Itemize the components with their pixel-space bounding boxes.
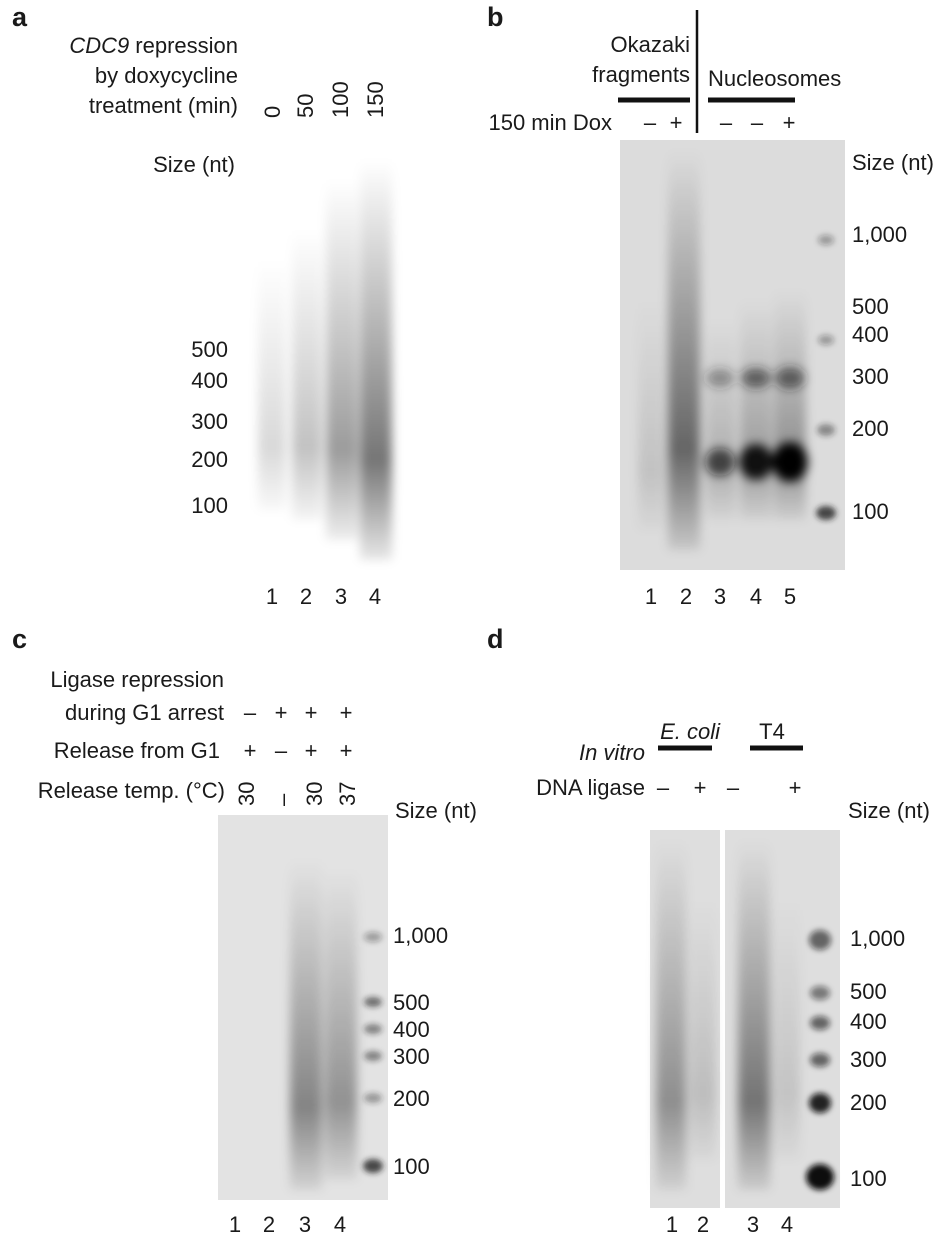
condition-value: +	[340, 738, 353, 763]
header-word: CDC9	[69, 33, 129, 58]
lane-number: 2	[263, 1212, 275, 1237]
size-marker: 1,000	[850, 926, 905, 951]
size-marker: 400	[852, 322, 889, 347]
size-label: Size (nt)	[153, 152, 235, 177]
condition-value: +	[670, 110, 683, 135]
panel-label: a	[12, 2, 28, 32]
header-line: CDC9 repression	[69, 33, 238, 58]
size-label: Size (nt)	[852, 150, 934, 175]
size-marker: 500	[191, 337, 228, 362]
size-marker: 500	[393, 990, 430, 1015]
size-marker: 300	[852, 364, 889, 389]
lane-number: 4	[781, 1212, 793, 1237]
condition-value: +	[789, 775, 802, 800]
condition-value: –	[275, 738, 288, 763]
lane-number: 5	[784, 584, 796, 609]
group-label: Nucleosomes	[708, 66, 841, 91]
lane-number: 1	[645, 584, 657, 609]
lane-number: 2	[680, 584, 692, 609]
condition-label: DNA ligase	[536, 775, 645, 800]
panel-label: d	[487, 624, 504, 654]
size-marker: 200	[852, 416, 889, 441]
size-marker: 100	[850, 1166, 887, 1191]
lane-number: 4	[369, 584, 381, 609]
condition-value: +	[275, 700, 288, 725]
condition-value: –	[751, 110, 764, 135]
group-label: fragments	[592, 62, 690, 87]
size-marker: 500	[850, 979, 887, 1004]
condition-label: Release temp. (°C)	[38, 778, 225, 803]
gel-a	[258, 160, 392, 560]
condition-value: 30	[302, 782, 327, 806]
condition-value: 30	[234, 782, 259, 806]
condition-value: +	[783, 110, 796, 135]
size-marker: 300	[393, 1044, 430, 1069]
size-marker: 200	[393, 1086, 430, 1111]
size-marker: 100	[852, 499, 889, 524]
gel-b	[620, 140, 845, 570]
gel-d	[650, 830, 840, 1208]
condition-value: +	[244, 738, 257, 763]
panel-label: b	[487, 2, 504, 32]
size-marker: 400	[393, 1017, 430, 1042]
size-marker: 100	[191, 493, 228, 518]
lane-number: 4	[750, 584, 762, 609]
condition-value: –	[644, 110, 657, 135]
condition-value: +	[305, 700, 318, 725]
lane-number: 1	[666, 1212, 678, 1237]
condition-label: In vitro	[579, 740, 645, 765]
lane-number: 3	[299, 1212, 311, 1237]
condition-value: +	[340, 700, 353, 725]
group-label: Okazaki	[611, 32, 690, 57]
condition-value: +	[305, 738, 318, 763]
size-marker: 400	[191, 368, 228, 393]
condition-value: –	[720, 110, 733, 135]
size-marker: 1,000	[393, 923, 448, 948]
size-marker: 200	[850, 1090, 887, 1115]
condition-value: 37	[335, 782, 360, 806]
annotation-lines	[618, 10, 803, 751]
condition-label: Ligase repression	[50, 667, 224, 692]
lane-number: 2	[697, 1212, 709, 1237]
size-marker: 400	[850, 1009, 887, 1034]
group-label: T4	[759, 719, 785, 744]
lane-number: 4	[334, 1212, 346, 1237]
size-marker: 300	[850, 1047, 887, 1072]
condition-value: –	[657, 775, 670, 800]
size-marker: 1,000	[852, 222, 907, 247]
size-label: Size (nt)	[848, 798, 930, 823]
gel-c	[218, 815, 388, 1200]
header-word: repression	[135, 33, 238, 58]
lane-number: 2	[300, 584, 312, 609]
group-label: E. coli	[660, 719, 721, 744]
lane-number: 3	[335, 584, 347, 609]
header-line: by doxycycline	[95, 63, 238, 88]
condition-label: during G1 arrest	[65, 700, 224, 725]
lane-number: 1	[266, 584, 278, 609]
lane-condition: 100	[328, 81, 353, 118]
lane-number: 3	[747, 1212, 759, 1237]
size-marker: 500	[852, 294, 889, 319]
condition-label: Release from G1	[54, 738, 220, 763]
size-marker: 100	[393, 1154, 430, 1179]
condition-value: –	[244, 700, 257, 725]
lane-number: 1	[229, 1212, 241, 1237]
lane-condition: 50	[293, 94, 318, 118]
size-label: Size (nt)	[395, 798, 477, 823]
lane-condition: 0	[260, 106, 285, 118]
lane-number: 3	[714, 584, 726, 609]
panel-label: c	[12, 624, 27, 654]
condition-label: 150 min Dox	[488, 110, 612, 135]
lane-condition: 150	[363, 81, 388, 118]
condition-value: +	[694, 775, 707, 800]
condition-value: –	[270, 793, 295, 806]
condition-value: –	[727, 775, 740, 800]
header-line: treatment (min)	[89, 93, 238, 118]
size-marker: 300	[191, 409, 228, 434]
size-marker: 200	[191, 447, 228, 472]
